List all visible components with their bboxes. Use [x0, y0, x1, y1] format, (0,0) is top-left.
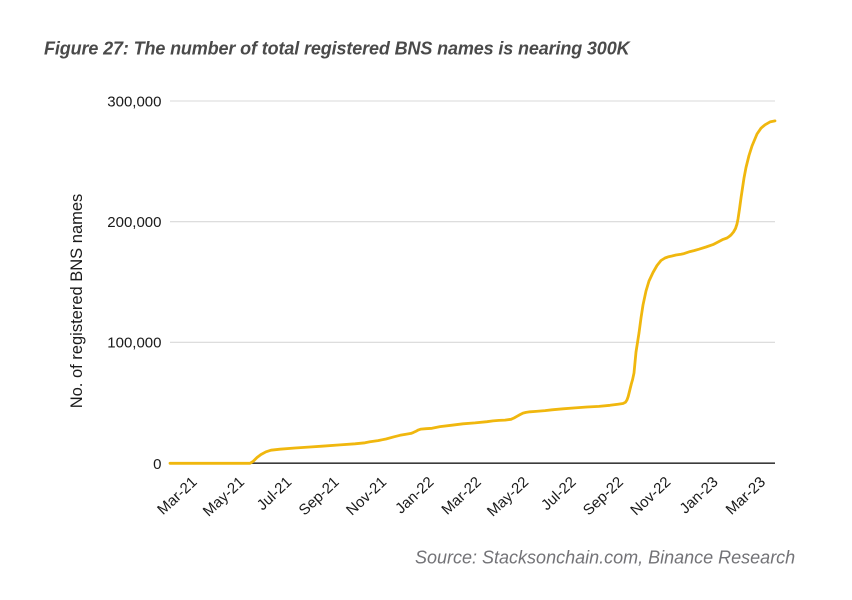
svg-text:Jan-23: Jan-23 — [676, 474, 721, 518]
svg-text:Sep-22: Sep-22 — [580, 474, 627, 519]
svg-text:Mar-23: Mar-23 — [723, 474, 769, 519]
svg-text:Jan-22: Jan-22 — [392, 474, 437, 518]
svg-text:300,000: 300,000 — [107, 93, 161, 110]
svg-text:Mar-22: Mar-22 — [438, 474, 484, 519]
svg-text:Jul-22: Jul-22 — [538, 474, 579, 514]
svg-text:May-21: May-21 — [200, 474, 248, 521]
svg-text:No. of registered BNS names: No. of registered BNS names — [68, 194, 86, 409]
svg-text:May-22: May-22 — [484, 474, 532, 521]
svg-text:Nov-22: Nov-22 — [627, 474, 674, 519]
svg-text:200,000: 200,000 — [107, 214, 161, 231]
svg-text:Jul-21: Jul-21 — [254, 474, 295, 514]
svg-text:Mar-21: Mar-21 — [154, 474, 200, 519]
svg-text:Source: Stacksonchain.com, Bin: Source: Stacksonchain.com, Binance Resea… — [415, 548, 795, 568]
svg-text:Sep-21: Sep-21 — [296, 474, 343, 519]
svg-text:Nov-21: Nov-21 — [343, 474, 390, 519]
svg-text:100,000: 100,000 — [107, 335, 161, 352]
svg-text:0: 0 — [153, 456, 161, 473]
svg-text:Figure 27: The number of total: Figure 27: The number of total registere… — [44, 38, 632, 58]
